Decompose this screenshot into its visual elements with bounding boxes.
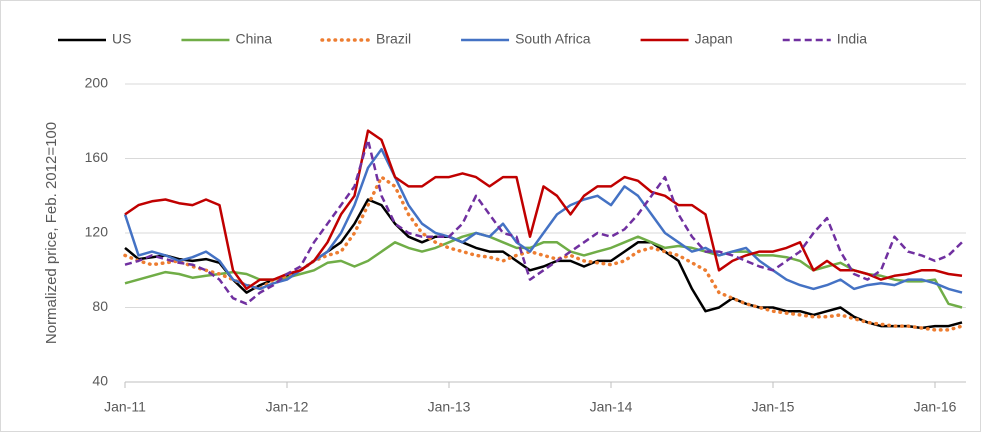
legend-label: Japan xyxy=(695,31,733,47)
series-line xyxy=(124,198,963,330)
x-tick-label: Jan-14 xyxy=(590,399,633,415)
y-axis-title: Normalized price, Feb. 2012=100 xyxy=(43,122,60,344)
series-line xyxy=(123,147,963,294)
legend-label: South Africa xyxy=(515,31,591,47)
legend-label: US xyxy=(112,31,131,47)
x-tick-label: Jan-11 xyxy=(104,399,146,415)
x-tick-label: Jan-16 xyxy=(914,399,957,415)
x-tick-label: Jan-15 xyxy=(752,399,795,415)
y-tick-label: 80 xyxy=(92,298,108,314)
series-line xyxy=(124,138,963,306)
series-line xyxy=(124,129,963,291)
legend-label: Brazil xyxy=(376,31,411,47)
x-tick-label: Jan-12 xyxy=(266,399,309,415)
x-tick-label: Jan-13 xyxy=(428,399,471,415)
legend-label: India xyxy=(837,31,868,47)
y-tick-label: 40 xyxy=(92,373,108,389)
y-tick-label: 160 xyxy=(85,149,109,165)
legend-label: China xyxy=(235,31,272,47)
y-tick-label: 200 xyxy=(85,75,109,91)
y-tick-label: 120 xyxy=(85,224,109,240)
